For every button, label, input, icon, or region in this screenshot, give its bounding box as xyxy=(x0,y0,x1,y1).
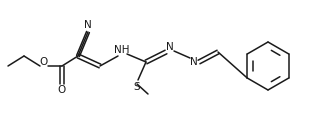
Text: O: O xyxy=(58,85,66,95)
Text: N: N xyxy=(190,57,198,67)
Text: O: O xyxy=(40,57,48,67)
Text: S: S xyxy=(134,82,140,92)
Text: N: N xyxy=(166,42,174,52)
Text: NH: NH xyxy=(114,45,130,55)
Text: N: N xyxy=(84,20,92,30)
